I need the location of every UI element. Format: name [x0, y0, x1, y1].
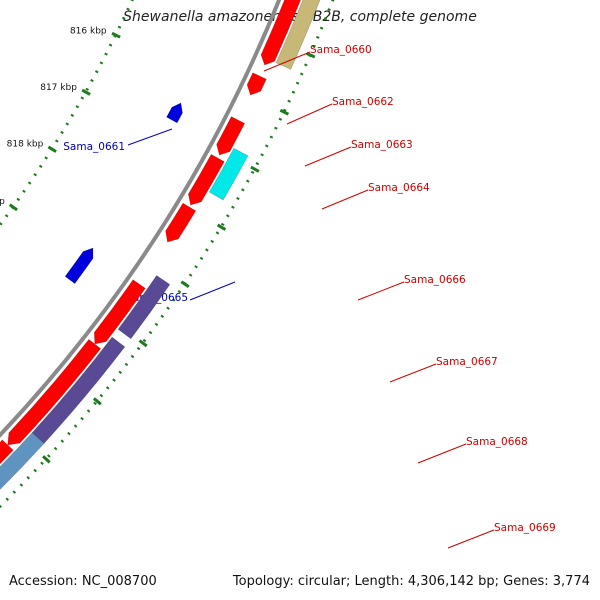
unlabeled-gene-1-gene	[246, 72, 267, 96]
sama-0667-label-line	[389, 363, 437, 383]
sama-0662-label: Sama_0662	[332, 96, 394, 108]
sama-0665-label-line	[189, 281, 236, 301]
sama-0664-label: Sama_0664	[368, 182, 430, 194]
genome-backbone	[0, 0, 282, 438]
sama-0662-gene	[216, 116, 246, 156]
outer-major-tick	[305, 52, 316, 59]
sama-0665-gene	[64, 247, 94, 284]
sama-0661-gene	[166, 102, 183, 124]
sama-0668-cog-band	[0, 432, 45, 490]
sama-0667-label: Sama_0667	[436, 356, 498, 368]
sama-0660-label-line	[263, 51, 311, 72]
sama-0663-cog-band	[208, 147, 249, 201]
sama-0661-label: Sama_0661	[63, 141, 125, 153]
kbp-tick-label: 819 kbp	[0, 197, 5, 207]
outer-major-tick	[250, 165, 260, 173]
accession-text: Accession: NC_008700	[9, 574, 157, 589]
kbp-tick-label: 817 kbp	[40, 83, 77, 93]
kbp-tick-label: 818 kbp	[7, 140, 44, 150]
outer-major-tick	[42, 455, 51, 464]
major-tick	[8, 203, 18, 212]
sama-0663-label-line	[304, 146, 352, 167]
sama-0666-gene	[93, 279, 146, 345]
major-tick	[47, 145, 57, 153]
sama-0666-label: Sama_0666	[404, 274, 466, 286]
kbp-tick-label: 816 kbp	[70, 27, 107, 37]
sama-0667-cog-band	[31, 336, 126, 444]
outer-major-tick	[216, 223, 227, 231]
sama-0669-label-line	[447, 529, 495, 549]
outer-major-tick	[180, 280, 190, 289]
outer-tick-track	[0, 0, 335, 509]
sama-0660-label: Sama_0660	[310, 44, 372, 56]
sama-0669-label: Sama_0669	[494, 522, 556, 534]
sama-0666-label-line	[357, 281, 405, 301]
outer-major-tick	[92, 397, 102, 406]
sama-0667-gene	[7, 338, 102, 446]
sama-0660-cog-band	[275, 0, 321, 70]
major-tick	[81, 88, 91, 96]
genome-stats-text: Topology: circular; Length: 4,306,142 bp…	[232, 574, 590, 589]
sama-0664-label-line	[321, 189, 369, 210]
sama-0663-gene	[188, 153, 225, 206]
sama-0668-label: Sama_0668	[466, 436, 528, 448]
sama-0663-label: Sama_0663	[351, 139, 413, 151]
sama-0661-label-line	[127, 128, 173, 146]
outer-major-tick	[138, 339, 148, 348]
major-tick	[111, 31, 121, 39]
sama-0668-label-line	[417, 443, 467, 464]
sama-0664-gene	[165, 202, 197, 243]
sama-0668-gene	[0, 439, 14, 465]
sama-0660-gene	[260, 0, 301, 66]
outer-major-tick	[279, 108, 290, 116]
sama-0666-cog-band	[117, 275, 171, 340]
sama-0662-label-line	[286, 103, 333, 125]
